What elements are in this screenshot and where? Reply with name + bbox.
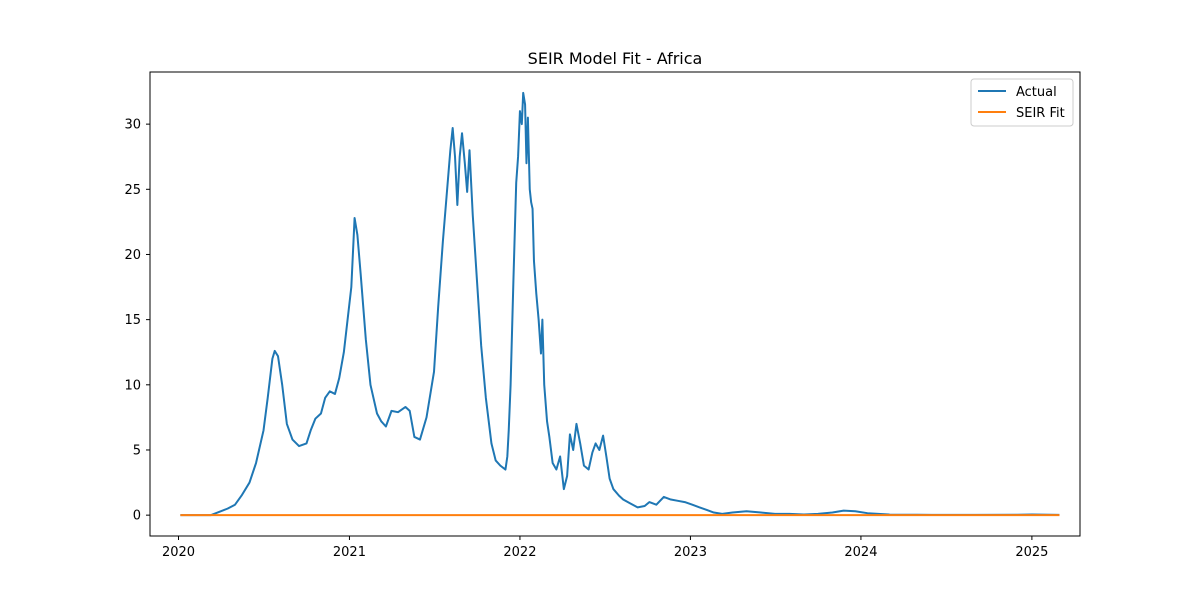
y-tick-label: 30 [124, 118, 141, 133]
x-tick-label: 2022 [503, 545, 536, 560]
x-tick-label: 2020 [162, 545, 195, 560]
plot-frame [149, 71, 1081, 537]
y-tick-label: 0 [133, 509, 141, 524]
x-axis-ticks: 2020 2021 2022 2023 2024 2025 [162, 536, 1048, 560]
legend: Actual SEIR Fit [970, 78, 1074, 127]
y-tick-label: 5 [133, 443, 141, 458]
x-tick-label: 2025 [1015, 545, 1048, 560]
y-tick-label: 15 [124, 313, 141, 328]
chart-title: SEIR Model Fit - Africa [528, 49, 703, 68]
y-tick-label: 20 [124, 248, 141, 263]
legend-label-actual: Actual [1016, 85, 1057, 100]
x-tick-label: 2021 [333, 545, 366, 560]
series-line-actual [180, 91, 1060, 517]
y-tick-label: 25 [124, 183, 141, 198]
x-tick-label: 2023 [674, 545, 707, 560]
legend-label-seir-fit: SEIR Fit [1016, 106, 1065, 121]
series-layer [180, 91, 1060, 517]
y-axis-ticks: 0 5 10 15 20 25 30 [124, 118, 150, 524]
y-tick-label: 10 [124, 378, 141, 393]
x-tick-label: 2024 [844, 545, 877, 560]
